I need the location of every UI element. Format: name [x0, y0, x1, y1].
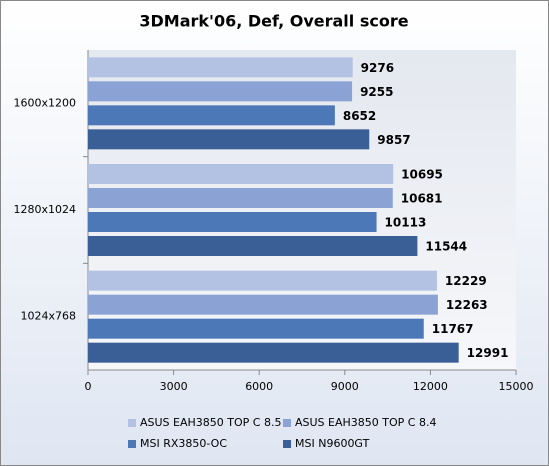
bar	[88, 342, 459, 363]
bar	[88, 81, 353, 102]
legend-swatch	[283, 419, 291, 427]
bar	[88, 318, 424, 339]
bar	[88, 129, 370, 150]
y-tick-label: 1024x768	[21, 310, 77, 323]
value-label: 8652	[343, 109, 376, 123]
bar	[88, 164, 394, 184]
value-label: 12991	[467, 346, 509, 360]
value-label: 9276	[361, 61, 394, 75]
legend-label: ASUS EAH3850 TOP C 8.5	[140, 416, 281, 429]
x-tick-label: 0	[85, 380, 92, 393]
legend-swatch	[128, 440, 136, 448]
value-label: 9255	[360, 85, 393, 99]
y-tick-label: 1600x1200	[14, 96, 77, 109]
legend-swatch	[283, 440, 291, 448]
value-label: 10695	[401, 168, 443, 182]
legend-label: MSI N9600GT	[295, 437, 370, 450]
value-label: 12229	[445, 274, 487, 288]
x-tick-label: 6000	[245, 380, 273, 393]
legend-label: ASUS EAH3850 TOP C 8.4	[295, 416, 436, 429]
value-label: 11767	[432, 322, 474, 336]
legend-swatch	[128, 419, 136, 427]
value-label: 11544	[425, 240, 467, 254]
chart-title: 3DMark'06, Def, Overall score	[139, 12, 408, 31]
x-tick-label: 9000	[331, 380, 359, 393]
bar	[88, 105, 335, 126]
value-label: 9857	[377, 133, 410, 147]
bar	[88, 212, 377, 232]
x-tick-label: 3000	[160, 380, 188, 393]
value-label: 12263	[446, 298, 488, 312]
x-tick-label: 15000	[499, 380, 534, 393]
bar	[88, 236, 418, 256]
legend-label: MSI RX3850-OC	[140, 437, 227, 450]
x-tick-label: 12000	[413, 380, 448, 393]
bar	[88, 270, 437, 291]
bar	[88, 57, 353, 78]
value-label: 10113	[385, 216, 427, 230]
bar	[88, 188, 393, 208]
value-label: 10681	[401, 192, 443, 206]
plot-area	[88, 50, 516, 370]
bar	[88, 294, 438, 315]
y-tick-label: 1280x1024	[14, 203, 77, 216]
